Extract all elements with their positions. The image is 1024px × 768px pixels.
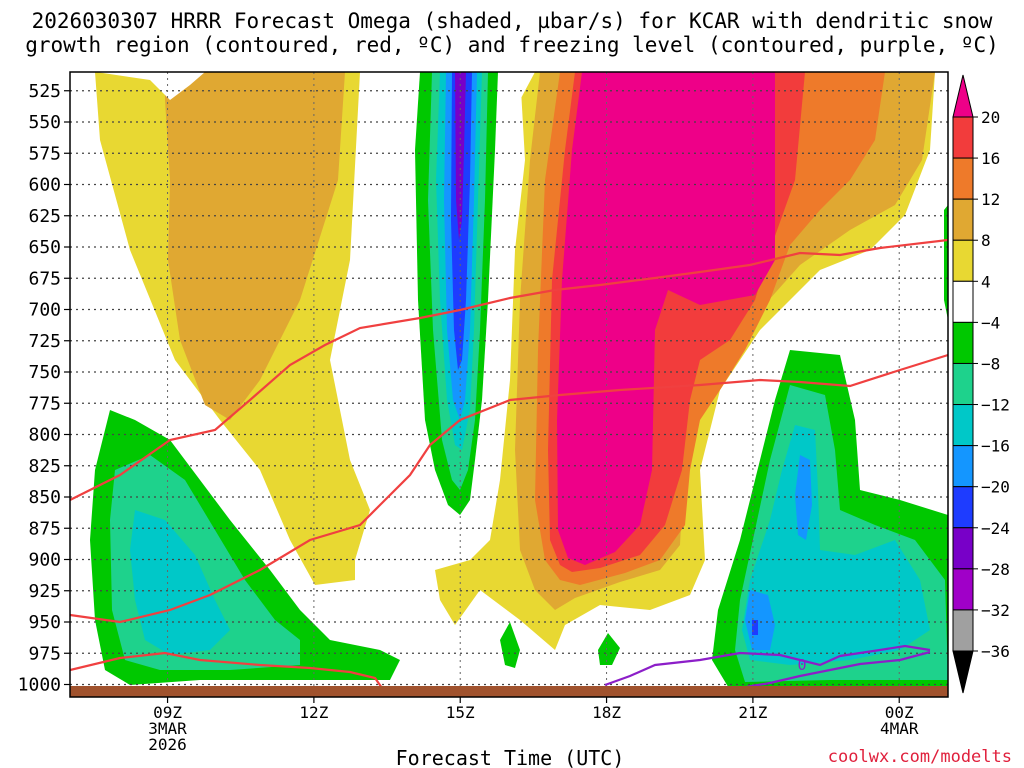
- y-tick-label-775: 775: [28, 393, 61, 414]
- colorbar: [952, 74, 974, 694]
- x-gridlines: [167, 72, 900, 697]
- omega-region-20-main: [557, 72, 775, 565]
- omega-shading: [90, 72, 948, 690]
- y-tick-label-725: 725: [28, 331, 61, 352]
- y-tick-label-950: 950: [28, 612, 61, 633]
- colorbar-swatch-9: [952, 445, 974, 488]
- omega-region-neg20-right: [752, 620, 758, 635]
- y-tick-label-925: 925: [28, 581, 61, 602]
- x-tick-label-21Z: 21Z: [738, 703, 767, 722]
- y-tick-label-675: 675: [28, 268, 61, 289]
- colorbar-swatch-2: [952, 157, 974, 200]
- x-tick-year-09Z: 2026: [148, 735, 187, 754]
- chart-title-line1: 2026030307 HRRR Forecast Omega (shaded, …: [32, 9, 993, 33]
- colorbar-label-1: 16: [981, 149, 1000, 168]
- colorbar-labels: 20 16 12 8 4 −4 −8 −12 −16 −20 −24 −28 −32 −36: [973, 108, 1010, 661]
- colorbar-label-6: −8: [981, 354, 1000, 373]
- omega-region-8-left: [165, 72, 345, 420]
- colorbar-swatch-10: [952, 486, 974, 529]
- colorbar-swatch-4: [952, 239, 974, 282]
- freezing-level-line-a: [604, 644, 931, 687]
- y-tick-label-750: 750: [28, 362, 61, 383]
- freezing-level-label: 0: [797, 656, 806, 674]
- omega-region-neg12-right: [742, 425, 930, 665]
- credit-text: coolwx.com/modelts: [828, 747, 1012, 767]
- omega-region-neg4-blob-a: [500, 622, 520, 668]
- dgz-surface-contour: [70, 651, 383, 689]
- omega-region-white-a: [96, 72, 205, 100]
- dendritic-growth-contours: [70, 238, 948, 689]
- y-tick-label-700: 700: [28, 300, 61, 321]
- omega-region-white-c: [820, 255, 910, 385]
- y-tick-label-875: 875: [28, 518, 61, 539]
- colorbar-swatch-12: [952, 568, 974, 611]
- x-tick-label-00Z: 00Z: [885, 703, 914, 722]
- colorbar-label-7: −12: [981, 396, 1010, 415]
- y-tick-label-1000: 1000: [18, 675, 61, 696]
- x-tick-date-09Z: 3MAR: [148, 719, 187, 738]
- colorbar-label-4: 4: [981, 272, 991, 291]
- ground-surface: [70, 686, 948, 697]
- dgz-lower-contour: [70, 353, 948, 624]
- y-gridlines: [70, 90, 948, 686]
- x-tick-date-00Z: 4MAR: [880, 719, 919, 738]
- y-axis-labels: 525 550 575 600 625 650 675 700 725 750 775 800 825 8…: [18, 81, 70, 696]
- colorbar-arrow-bottom: [952, 650, 974, 694]
- y-tick-label-975: 975: [28, 643, 61, 664]
- dgz-upper-contour: [70, 238, 948, 501]
- omega-region-neg4-blob-b: [598, 633, 620, 665]
- x-tick-label-12Z: 12Z: [299, 703, 328, 722]
- colorbar-label-0: 20: [981, 108, 1000, 127]
- y-tick-label-850: 850: [28, 487, 61, 508]
- chart-title-line2: growth region (contoured, red, ºC) and f…: [25, 33, 999, 57]
- colorbar-swatch-13: [952, 609, 974, 652]
- colorbar-swatch-11: [952, 527, 974, 570]
- x-axis-title: Forecast Time (UTC): [396, 746, 625, 768]
- y-tick-label-600: 600: [28, 175, 61, 196]
- y-tick-label-800: 800: [28, 425, 61, 446]
- colorbar-swatch-3: [952, 198, 974, 241]
- y-tick-label-900: 900: [28, 550, 61, 571]
- y-tick-label-625: 625: [28, 206, 61, 227]
- colorbar-label-11: −28: [981, 560, 1010, 579]
- colorbar-swatch-6: [952, 321, 974, 364]
- colorbar-swatch-5: [952, 280, 974, 323]
- y-tick-label-525: 525: [28, 81, 61, 102]
- omega-region-neg4-edge: [944, 205, 948, 320]
- y-tick-label-650: 650: [28, 237, 61, 258]
- omega-region-neg12-left: [130, 510, 230, 655]
- colorbar-swatch-7: [952, 362, 974, 406]
- omega-region-white-b: [488, 72, 535, 120]
- x-tick-label-09Z: 09Z: [153, 703, 182, 722]
- colorbar-label-10: −24: [981, 519, 1010, 538]
- colorbar-label-9: −20: [981, 478, 1010, 497]
- plot-frame: [69, 71, 949, 698]
- freezing-level-line-b: [739, 650, 931, 690]
- colorbar-label-2: 12: [981, 190, 1000, 209]
- colorbar-label-12: −32: [981, 601, 1010, 620]
- colorbar-swatch-1: [952, 116, 974, 159]
- colorbar-swatch-8: [952, 404, 974, 447]
- freezing-level-contour: [604, 644, 931, 690]
- y-tick-label-575: 575: [28, 143, 61, 164]
- x-tick-label-15Z: 15Z: [446, 703, 475, 722]
- y-tick-label-825: 825: [28, 456, 61, 477]
- colorbar-arrow-top: [952, 74, 974, 118]
- x-tick-label-18Z: 18Z: [592, 703, 621, 722]
- colorbar-label-13: −36: [981, 642, 1010, 661]
- y-tick-label-550: 550: [28, 112, 61, 133]
- colorbar-label-5: −4: [981, 313, 1000, 332]
- colorbar-label-3: 8: [981, 231, 991, 250]
- colorbar-label-8: −16: [981, 437, 1010, 456]
